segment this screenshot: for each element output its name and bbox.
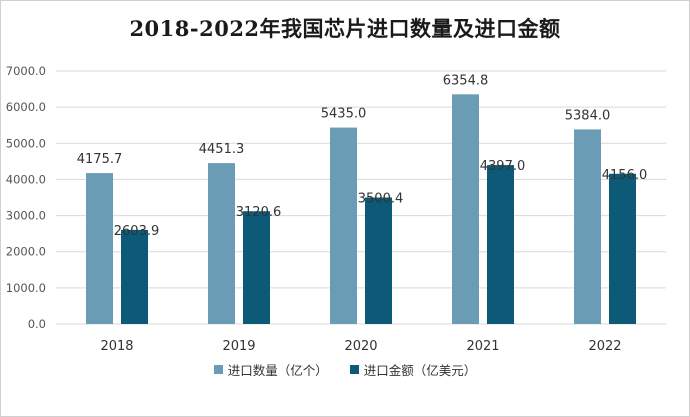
legend-swatch-quantity <box>213 365 223 374</box>
bar-quantity-2020 <box>330 127 357 324</box>
y-tick-label: 1000.0 <box>6 281 46 295</box>
y-tick-label: 5000.0 <box>6 136 46 150</box>
legend: 进口数量（亿个） 进口金额（亿美元） <box>1 360 689 379</box>
legend-item-value: 进口金额（亿美元） <box>349 360 477 379</box>
y-tick-label: 4000.0 <box>6 172 46 186</box>
bar-value-2022 <box>609 173 636 324</box>
bar-quantity-2018 <box>86 173 113 324</box>
x-tick-label-2018: 2018 <box>100 339 133 354</box>
data-label-quantity-2019: 4451.3 <box>199 142 245 157</box>
y-tick-label: 7000.0 <box>6 64 46 78</box>
x-tick-label-2021: 2021 <box>466 339 499 354</box>
y-tick-label: 0.0 <box>28 317 46 331</box>
x-tick-label-2020: 2020 <box>344 339 377 354</box>
data-label-quantity-2020: 5435.0 <box>321 107 367 122</box>
bar-quantity-2019 <box>208 163 235 324</box>
legend-swatch-value <box>349 365 359 374</box>
bar-quantity-2021 <box>452 94 479 325</box>
data-label-value-2019: 3120.6 <box>236 205 282 220</box>
data-label-quantity-2018: 4175.7 <box>77 152 123 167</box>
data-label-value-2022: 4156.0 <box>602 168 648 183</box>
bar-value-2019 <box>243 211 270 324</box>
chart-title: 2018-2022年我国芯片进口数量及进口金额 <box>129 16 561 41</box>
y-tick-label: 3000.0 <box>6 209 46 223</box>
y-tick-label: 2000.0 <box>6 245 46 259</box>
data-label-quantity-2022: 5384.0 <box>565 108 611 123</box>
y-tick-label: 6000.0 <box>6 100 46 114</box>
legend-label-quantity: 进口数量（亿个） <box>227 363 328 378</box>
legend-item-quantity: 进口数量（亿个） <box>213 360 328 379</box>
data-label-value-2020: 3500.4 <box>358 191 404 206</box>
bar-value-2021 <box>487 165 514 324</box>
data-label-quantity-2021: 6354.8 <box>443 73 489 88</box>
bar-value-2020 <box>365 197 392 324</box>
data-label-value-2021: 4397.0 <box>480 159 526 174</box>
bar-quantity-2022 <box>574 129 601 324</box>
x-tick-label-2022: 2022 <box>588 339 621 354</box>
legend-label-value: 进口金额（亿美元） <box>363 363 477 378</box>
x-tick-label-2019: 2019 <box>222 339 255 354</box>
bar-value-2018 <box>121 229 148 324</box>
data-label-value-2018: 2603.9 <box>114 224 160 239</box>
